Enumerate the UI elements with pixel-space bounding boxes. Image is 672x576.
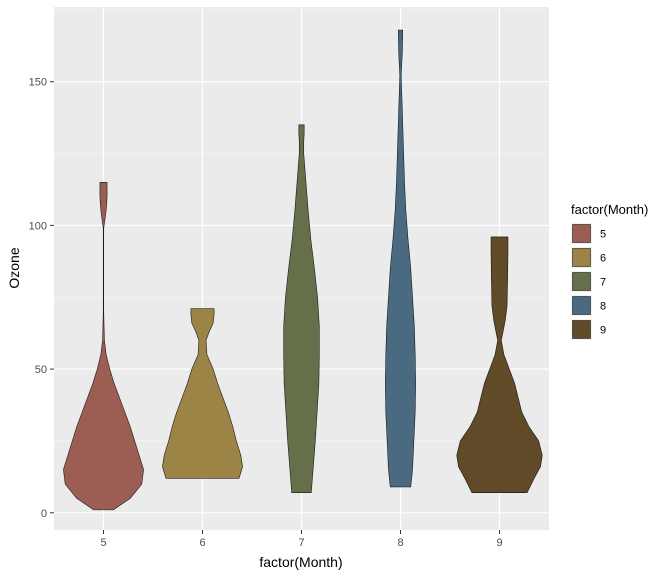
legend-label-5: 5: [600, 229, 606, 241]
x-axis: 5 6 7 8 9: [100, 530, 503, 549]
y-tick-label: 150: [29, 77, 47, 89]
x-axis-title: factor(Month): [259, 554, 342, 570]
violin-month-6: [162, 308, 243, 479]
x-tick-label: 8: [397, 537, 403, 549]
x-tick-label: 5: [100, 537, 106, 549]
x-tick-label: 6: [199, 537, 205, 549]
violin-month-8: [385, 29, 416, 488]
legend-label-8: 8: [600, 301, 606, 313]
violins: [63, 29, 543, 511]
legend: factor(Month) 5 6 7 8 9: [571, 202, 648, 340]
legend-label-9: 9: [600, 325, 606, 337]
legend-swatch-7: [572, 272, 591, 291]
legend-swatch-9: [572, 320, 591, 339]
violin-month-5: [63, 181, 144, 511]
x-tick-label: 9: [496, 537, 502, 549]
y-tick-label: 100: [29, 220, 47, 232]
legend-swatch-8: [572, 296, 591, 315]
legend-swatch-6: [572, 248, 591, 267]
legend-swatch-5: [572, 224, 591, 243]
y-axis: 0 50 100 150: [29, 77, 54, 520]
y-tick-label: 50: [35, 364, 47, 376]
legend-label-6: 6: [600, 253, 606, 265]
violin-month-7: [283, 124, 320, 493]
legend-title: factor(Month): [571, 202, 648, 217]
legend-label-7: 7: [600, 277, 606, 289]
violin-month-9: [456, 236, 543, 493]
x-tick-label: 7: [298, 537, 304, 549]
y-tick-label: 0: [41, 508, 47, 520]
y-axis-title: Ozone: [6, 247, 22, 288]
